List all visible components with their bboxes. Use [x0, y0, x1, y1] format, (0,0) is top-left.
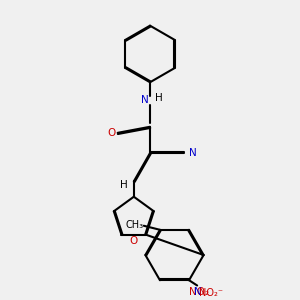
Text: NO₂⁻: NO₂⁻: [199, 288, 223, 298]
Text: H: H: [120, 180, 128, 190]
Text: N: N: [141, 95, 149, 106]
Text: H: H: [155, 94, 163, 103]
Text: O: O: [107, 128, 116, 138]
Text: N: N: [194, 287, 202, 297]
Text: CH₃: CH₃: [125, 220, 143, 230]
Text: NO₂: NO₂: [189, 287, 209, 297]
Text: N: N: [189, 148, 197, 158]
Text: O: O: [130, 236, 138, 246]
